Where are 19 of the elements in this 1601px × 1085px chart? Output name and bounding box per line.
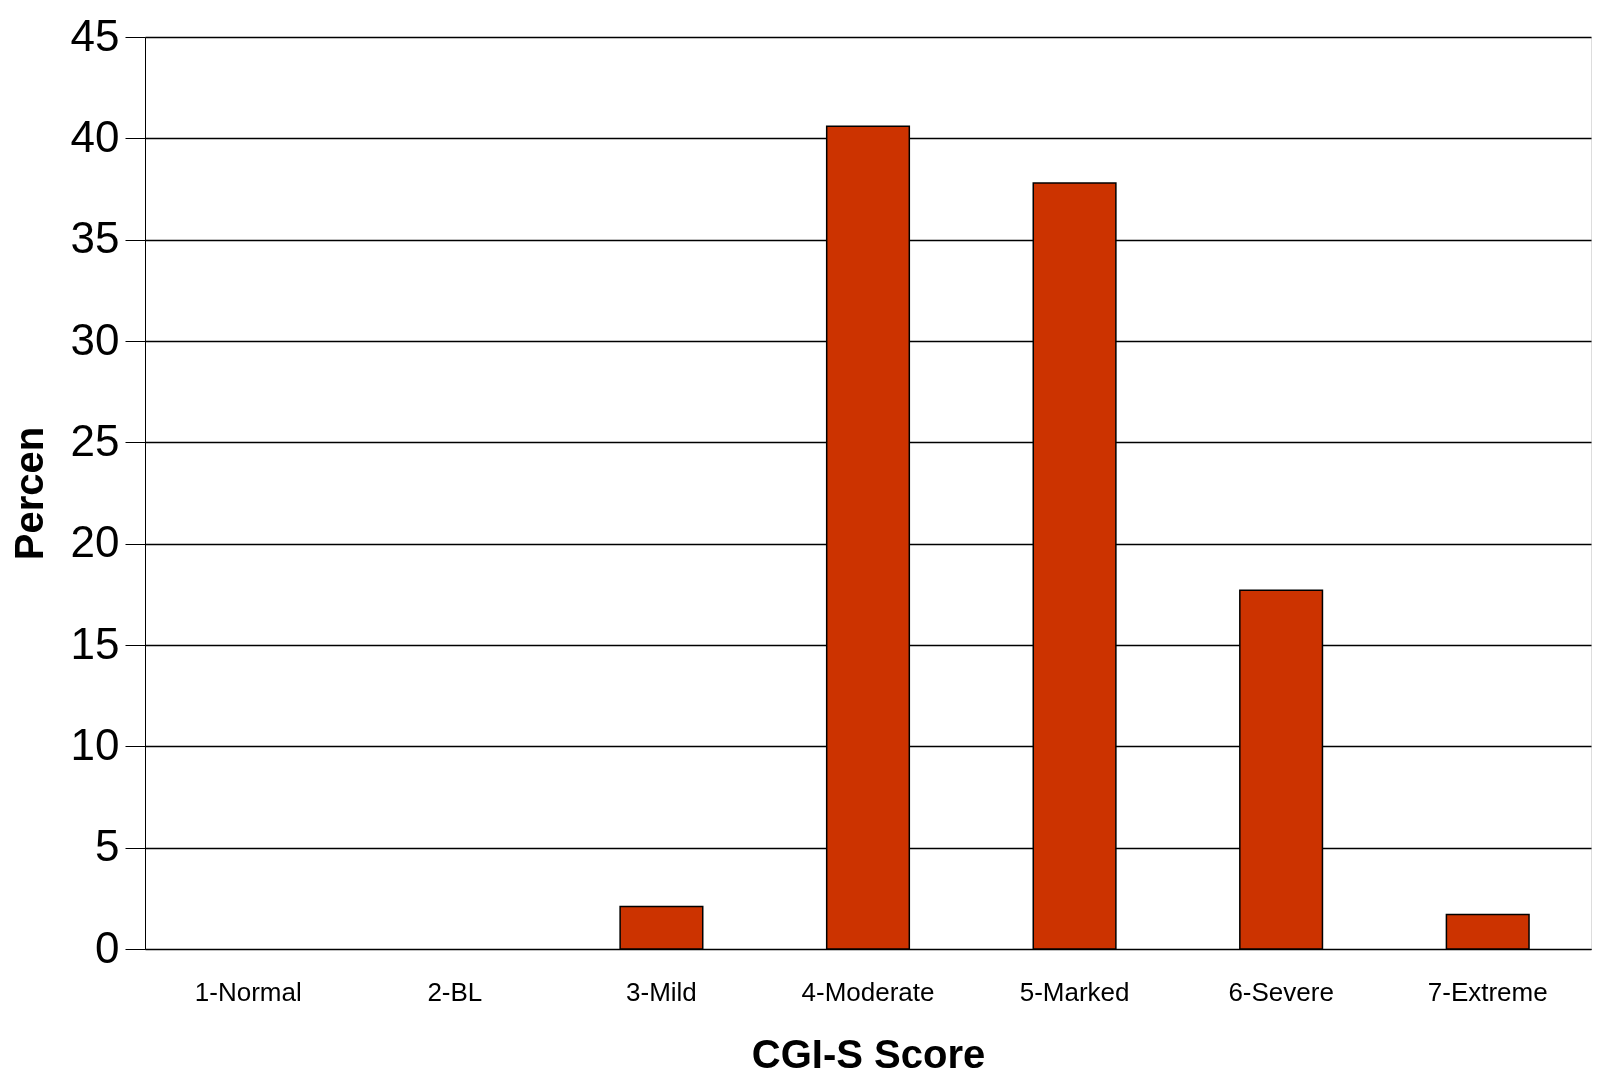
y-tick-label: 15	[70, 618, 120, 668]
x-tick-label: 6-Severe	[1228, 976, 1334, 1007]
y-tick-label: 40	[70, 111, 120, 161]
y-axis-title: Percen	[6, 426, 51, 561]
y-tick-label: 25	[70, 415, 120, 465]
x-tick-label: 4-Moderate	[801, 976, 935, 1007]
x-tick-label: 5-Marked	[1019, 976, 1130, 1007]
x-tick-label: 3-Mild	[626, 976, 697, 1007]
y-tick-label: 10	[70, 719, 120, 769]
y-tick-label: 20	[70, 517, 120, 567]
y-tick-label: 5	[95, 821, 120, 871]
x-axis-title: CGI-S Score	[751, 1031, 986, 1076]
x-tick-label: 1-Normal	[194, 976, 302, 1007]
y-tick-label: 0	[95, 922, 120, 972]
y-tick-label: 45	[70, 10, 120, 60]
y-tick-label: 30	[70, 314, 120, 364]
x-tick-label: 7-Extreme	[1427, 976, 1548, 1007]
y-tick-label: 35	[70, 213, 120, 263]
x-tick-label: 2-BL	[427, 976, 483, 1007]
